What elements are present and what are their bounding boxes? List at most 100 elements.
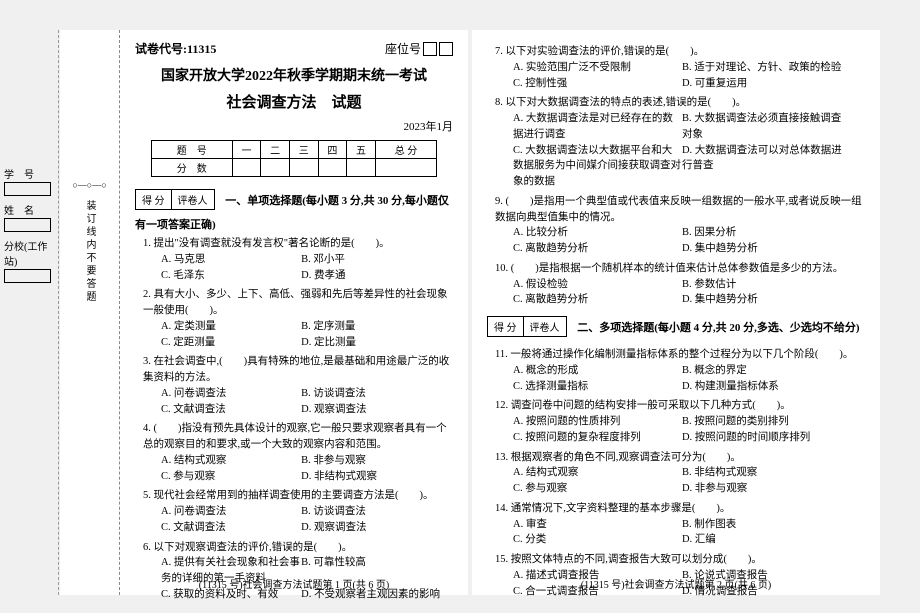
- option: C. 按照问题的复杂程度排列: [513, 430, 682, 446]
- options: A. 实验范围广泛不受限制B. 适于对理论、方针、政策的检验C. 控制性强D. …: [513, 60, 865, 92]
- binding-sidebar: ○—○—○ 装订线内不要答题: [60, 30, 120, 595]
- option: A. 问卷调查法: [161, 504, 301, 520]
- options: A. 大数据调查法是对已经存在的数据进行调查B. 大数据调查法必须直接接触调查对…: [513, 111, 865, 190]
- option: C. 选择测量指标: [513, 379, 682, 395]
- question: 12. 调查问卷中问题的结构安排一般可采取以下几种方式( )。A. 按照问题的性…: [495, 398, 865, 445]
- sh0: 题 号: [151, 141, 232, 159]
- seat-label: 座位号: [385, 40, 421, 57]
- option: C. 参与观察: [513, 481, 682, 497]
- question: 10. ( )是指根据一个随机样本的统计值来估计总体参数值是多少的方法。A. 假…: [495, 261, 865, 308]
- option: A. 问卷调查法: [161, 386, 301, 402]
- option: D. 观察调查法: [301, 520, 441, 536]
- question: 11. 一般将通过操作化编制测量指标体系的整个过程分为以下几个阶段( )。A. …: [495, 347, 865, 394]
- option: A. 大数据调查法是对已经存在的数据进行调查: [513, 111, 682, 143]
- question-stem: 14. 通常情况下,文字资料整理的基本步骤是( )。: [495, 501, 865, 517]
- name-label: 姓 名: [4, 202, 51, 217]
- option: B. 大数据调查法必须直接接触调查对象: [682, 111, 851, 143]
- option: D. 汇编: [682, 532, 851, 548]
- question-stem: 12. 调查问卷中问题的结构安排一般可采取以下几种方式( )。: [495, 398, 865, 414]
- page1-content: 试卷代号:11315 座位号 国家开放大学2022年秋季学期期末统一考试 社会调…: [120, 30, 468, 595]
- question-stem: 10. ( )是指根据一个随机样本的统计值来估计总体参数值是多少的方法。: [495, 261, 865, 277]
- option: B. 因果分析: [682, 225, 851, 241]
- sh3: 三: [289, 141, 318, 159]
- options: A. 审查B. 制作图表C. 分类D. 汇编: [513, 517, 865, 549]
- course-title: 社会调查方法 试题: [135, 91, 453, 112]
- option: D. 集中趋势分析: [682, 241, 851, 257]
- question-stem: 6. 以下对观察调查法的评价,错误的是( )。: [143, 540, 453, 556]
- sr0: 分 数: [151, 159, 232, 177]
- question: 5. 现代社会经常用到的抽样调查使用的主要调查方法是( )。A. 问卷调查法B.…: [143, 488, 453, 535]
- option: D. 按照问题的时间顺序排列: [682, 430, 851, 446]
- question-stem: 7. 以下对实验调查法的评价,错误的是( )。: [495, 44, 865, 60]
- binding-text: 装订线内不要答题: [82, 200, 97, 304]
- question: 2. 具有大小、多少、上下、高低、强弱和先后等差异性的社会现象一般使用( )。A…: [143, 287, 453, 350]
- options: A. 定类测量B. 定序测量C. 定距测量D. 定比测量: [161, 319, 453, 351]
- options: A. 问卷调查法B. 访谈调查法C. 文献调查法D. 观察调查法: [161, 386, 453, 418]
- exam-date: 2023年1月: [135, 118, 453, 134]
- option: B. 非结构式观察: [682, 465, 851, 481]
- option: D. 非参与观察: [682, 481, 851, 497]
- sh5: 五: [347, 141, 376, 159]
- options: A. 结构式观察B. 非结构式观察C. 参与观察D. 非参与观察: [513, 465, 865, 497]
- page-1: ○—○—○ 装订线内不要答题 试卷代号:11315 座位号 国家开放大学2022…: [60, 30, 468, 595]
- option: C. 参与观察: [161, 469, 301, 485]
- question-stem: 5. 现代社会经常用到的抽样调查使用的主要调查方法是( )。: [143, 488, 453, 504]
- option: C. 控制性强: [513, 76, 682, 92]
- option: C. 分类: [513, 532, 682, 548]
- question-stem: 9. ( )是指用一个典型值或代表值来反映一组数据的一般水平,或者说反映一组数据…: [495, 194, 865, 226]
- option: B. 参数估计: [682, 277, 851, 293]
- options: A. 结构式观察B. 非参与观察C. 参与观察D. 非结构式观察: [161, 453, 453, 485]
- option: C. 文献调查法: [161, 520, 301, 536]
- option: A. 结构式观察: [513, 465, 682, 481]
- sh1: 一: [232, 141, 261, 159]
- score-value-row: 分 数: [151, 159, 436, 177]
- option: C. 大数据调查法以大数据平台和大数据服务为中间媒介间接获取调查对象的数据: [513, 143, 682, 190]
- grade-score: 得 分: [136, 190, 172, 209]
- options: A. 概念的形成B. 概念的界定C. 选择测量指标D. 构建测量指标体系: [513, 363, 865, 395]
- question: 4. ( )指没有预先具体设计的观察,它一般只要求观察者具有一个总的观察目的和要…: [143, 421, 453, 484]
- university-title: 国家开放大学2022年秋季学期期末统一考试: [135, 65, 453, 85]
- score-header-row: 题 号 一 二 三 四 五 总 分: [151, 141, 436, 159]
- option: A. 马克思: [161, 252, 301, 268]
- paper-code: 试卷代号:11315: [135, 40, 216, 57]
- option: A. 概念的形成: [513, 363, 682, 379]
- code-label: 试卷代号:: [135, 42, 187, 56]
- option: A. 结构式观察: [161, 453, 301, 469]
- page2-questions-part1: 7. 以下对实验调查法的评价,错误的是( )。A. 实验范围广泛不受限制B. 适…: [487, 44, 865, 308]
- option: B. 概念的界定: [682, 363, 851, 379]
- grade-box-1: 得 分 评卷人: [135, 189, 215, 210]
- question: 8. 以下对大数据调查法的特点的表述,错误的是( )。A. 大数据调查法是对已经…: [495, 95, 865, 190]
- option: C. 离散趋势分析: [513, 292, 682, 308]
- option: C. 离散趋势分析: [513, 241, 682, 257]
- page-2: 7. 以下对实验调查法的评价,错误的是( )。A. 实验范围广泛不受限制B. 适…: [472, 30, 880, 595]
- sh2: 二: [261, 141, 290, 159]
- options: A. 比较分析B. 因果分析C. 离散趋势分析D. 集中趋势分析: [513, 225, 865, 257]
- grade-reviewer-2: 评卷人: [524, 317, 566, 336]
- branch-label: 分校(工作站): [4, 238, 51, 268]
- option: B. 定序测量: [301, 319, 441, 335]
- grade-score-2: 得 分: [488, 317, 524, 336]
- option: C. 文献调查法: [161, 402, 301, 418]
- question-stem: 2. 具有大小、多少、上下、高低、强弱和先后等差异性的社会现象一般使用( )。: [143, 287, 453, 319]
- option: D. 构建测量指标体系: [682, 379, 851, 395]
- option: D. 可重复运用: [682, 76, 851, 92]
- question-stem: 8. 以下对大数据调查法的特点的表述,错误的是( )。: [495, 95, 865, 111]
- option: D. 非结构式观察: [301, 469, 441, 485]
- code-value: 11315: [187, 42, 216, 56]
- student-id-label: 学 号: [4, 166, 51, 181]
- option: D. 大数据调查法可以对总体数据进行普查: [682, 143, 851, 190]
- option: B. 邓小平: [301, 252, 441, 268]
- option: D. 费孝通: [301, 268, 441, 284]
- question-stem: 11. 一般将通过操作化编制测量指标体系的整个过程分为以下几个阶段( )。: [495, 347, 865, 363]
- seat-box-1: [423, 42, 437, 56]
- options: A. 马克思B. 邓小平C. 毛泽东D. 费孝通: [161, 252, 453, 284]
- question-stem: 15. 按照文体特点的不同,调查报告大致可以划分成( )。: [495, 552, 865, 568]
- branch-box: [4, 269, 51, 283]
- question: 14. 通常情况下,文字资料整理的基本步骤是( )。A. 审查B. 制作图表C.…: [495, 501, 865, 548]
- question: 9. ( )是指用一个典型值或代表值来反映一组数据的一般水平,或者说反映一组数据…: [495, 194, 865, 257]
- seat-box-2: [439, 42, 453, 56]
- page2-questions-part2: 11. 一般将通过操作化编制测量指标体系的整个过程分为以下几个阶段( )。A. …: [487, 347, 865, 599]
- grade-reviewer: 评卷人: [172, 190, 214, 209]
- score-table: 题 号 一 二 三 四 五 总 分 分 数: [151, 140, 437, 177]
- footer-1: (11315 号)社会调查方法试题第 1 页(共 6 页): [120, 576, 468, 591]
